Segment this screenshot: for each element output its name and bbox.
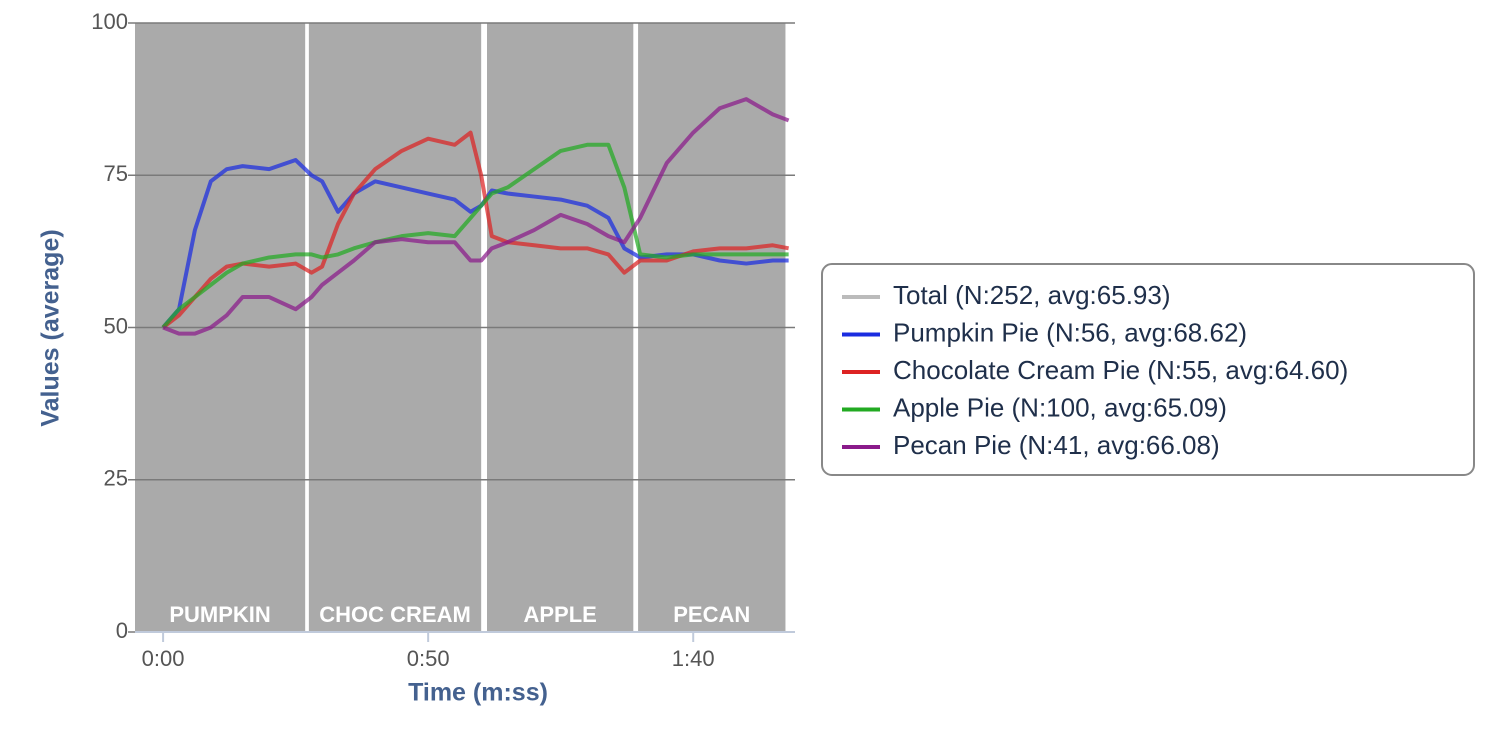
legend-entry[interactable]: Pecan Pie (N:41, avg:66.08) (893, 430, 1220, 460)
region-label: CHOC CREAM (319, 602, 471, 627)
legend-entry[interactable]: Apple Pie (N:100, avg:65.09) (893, 392, 1227, 422)
region-label: PUMPKIN (169, 602, 270, 627)
x-tick-label: 0:00 (142, 646, 185, 671)
y-tick-label: 75 (104, 161, 128, 186)
series-line (161, 158, 789, 329)
legend-entry[interactable]: Chocolate Cream Pie (N:55, avg:64.60) (893, 355, 1348, 385)
region-label: PECAN (673, 602, 750, 627)
x-tick-label: 1:40 (672, 646, 715, 671)
y-axis-title: Values (average) (37, 229, 65, 426)
y-tick-label: 100 (91, 9, 128, 34)
x-tick-label: 0:50 (407, 646, 450, 671)
series-line (162, 97, 790, 336)
legend-entry[interactable]: Total (N:252, avg:65.93) (893, 280, 1171, 310)
legend-entry[interactable]: Pumpkin Pie (N:56, avg:68.62) (893, 317, 1247, 347)
region-label: APPLE (523, 602, 596, 627)
series-line (161, 142, 789, 329)
x-axis-title: Time (m:ss) (408, 679, 548, 707)
y-tick-label: 25 (104, 466, 128, 491)
y-tick-label: 50 (104, 313, 128, 338)
y-tick-label: 0 (116, 618, 128, 643)
legend-box (821, 263, 1475, 476)
